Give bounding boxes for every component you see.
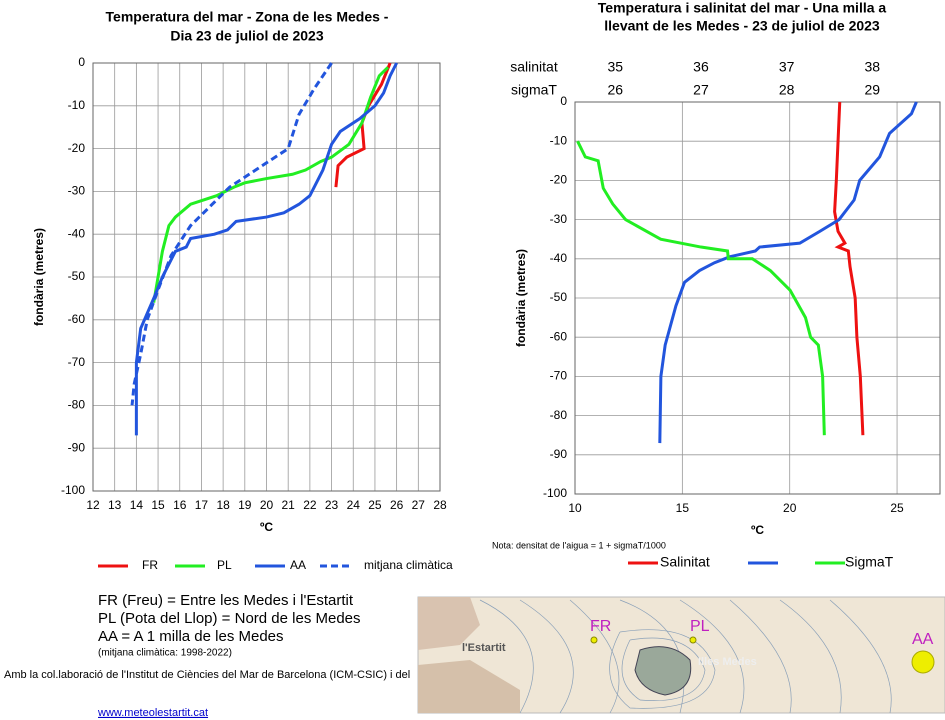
series-line [134, 62, 398, 436]
legend-label: Salinitat [660, 554, 710, 570]
y-tick-label: 0 [78, 55, 85, 69]
y-tick-label: -20 [68, 141, 86, 155]
y-tick-label: -70 [68, 355, 86, 369]
chart-title: Temperatura i salinitat del mar - Una mi… [598, 0, 887, 16]
x-tick-label: 14 [130, 498, 144, 512]
map-label: PL [690, 618, 710, 635]
y-tick-label: 0 [560, 94, 567, 108]
marker [689, 636, 697, 644]
series-line [152, 66, 390, 303]
series-line [658, 101, 918, 444]
note: AA = A 1 milla de les Medes [98, 628, 284, 645]
map-label: AA [912, 631, 934, 648]
y-tick-label: -50 [550, 290, 568, 304]
x-tick-label: 17 [195, 498, 209, 512]
map-label: FR [590, 618, 611, 635]
x-tick-label: 23 [325, 498, 339, 512]
x-tick-label: 22 [303, 498, 317, 512]
y-tick-label: -100 [543, 486, 567, 500]
series-line [130, 62, 333, 406]
y-tick-label: -40 [68, 226, 86, 240]
legend-label: FR [142, 558, 158, 572]
map-label: l'Estartit [462, 642, 506, 654]
top-tick-label: 26 [607, 82, 623, 98]
y-tick-label: -20 [550, 173, 568, 187]
x-tick-label: 20 [783, 501, 797, 515]
x-tick-label: 18 [216, 498, 230, 512]
plot-frame [92, 62, 441, 492]
y-tick-label: -70 [550, 369, 568, 383]
y-tick-label: -10 [68, 98, 86, 112]
y-tick-label: -80 [550, 408, 568, 422]
series-line [334, 62, 392, 188]
y-tick-label: -50 [68, 269, 86, 283]
x-tick-label: 16 [173, 498, 187, 512]
y-tick-label: -90 [68, 440, 86, 454]
series-line [833, 101, 865, 436]
x-tick-label: 10 [568, 501, 582, 515]
legend-label: SigmaT [845, 554, 894, 570]
contours [479, 599, 892, 714]
chart-title: Dia 23 de juliol de 2023 [170, 28, 324, 44]
top-tick-label: 37 [779, 59, 795, 75]
x-tick-label: 20 [260, 498, 274, 512]
top-tick-label: 29 [865, 82, 881, 98]
x-tick-label: 26 [390, 498, 404, 512]
y-tick-label: -90 [550, 447, 568, 461]
coast [418, 660, 520, 713]
chart-title: llevant de les Medes - 23 de juliol de 2… [604, 18, 880, 34]
x-tick-label: 25 [890, 501, 904, 515]
x-tick-label: 25 [368, 498, 382, 512]
map-label: Illes Medes [698, 656, 757, 668]
link-text[interactable]: www.meteolestartit.cat [97, 707, 208, 719]
note: Nota: densitat de l'aigua = 1 + sigmaT/1… [492, 540, 666, 550]
coast [418, 597, 480, 650]
x-tick-label: 15 [676, 501, 690, 515]
credit: Amb la col.laboració de l'Institut de Ci… [4, 669, 410, 681]
top-tick-label: 27 [693, 82, 709, 98]
island [634, 646, 692, 696]
marker [911, 650, 935, 674]
map: FR PL AA l'Estartit Illes Medes [417, 596, 945, 714]
chart-title: Temperatura del mar - Zona de les Medes … [106, 9, 389, 25]
top-tick-label: 35 [607, 59, 623, 75]
x-tick-label: 15 [151, 498, 165, 512]
top-tick-label: 36 [693, 59, 709, 75]
y-axis-label: fondària (metres) [32, 228, 46, 326]
series-line [576, 140, 826, 436]
y-tick-label: -100 [61, 483, 85, 497]
x-axis-label: ºC [260, 520, 273, 534]
y-tick-label: -10 [550, 133, 568, 147]
y-tick-label: -40 [550, 251, 568, 265]
x-tick-label: 24 [347, 498, 361, 512]
x-axis-label: ºC [751, 523, 764, 537]
plot-frame [574, 101, 941, 495]
legend-label: PL [217, 558, 232, 572]
y-tick-label: -60 [68, 312, 86, 326]
x-tick-label: 13 [108, 498, 122, 512]
y-tick-label: -80 [68, 398, 86, 412]
note: PL (Pota del Llop) = Nord de les Medes [98, 610, 361, 627]
marker [590, 636, 598, 644]
x-tick-label: 27 [412, 498, 426, 512]
y-tick-label: -30 [550, 212, 568, 226]
top-tick-label: 28 [779, 82, 795, 98]
y-tick-label: -60 [550, 329, 568, 343]
x-tick-label: 12 [86, 498, 100, 512]
top-tick-label: 38 [865, 59, 881, 75]
note: (mitjana climàtica: 1998-2022) [98, 648, 232, 659]
y-axis-label: fondària (metres) [514, 249, 528, 347]
axis-label: sigmaT [511, 82, 557, 98]
link[interactable]: www.meteolestartit.cat [97, 707, 208, 719]
x-tick-label: 21 [282, 498, 296, 512]
note: FR (Freu) = Entre les Medes i l'Estartit [98, 592, 354, 609]
axis-label: salinitat [510, 59, 558, 75]
legend-label: mitjana climàtica [364, 558, 453, 572]
legend-label: AA [290, 558, 306, 572]
y-tick-label: -30 [68, 184, 86, 198]
x-tick-label: 28 [433, 498, 447, 512]
x-tick-label: 19 [238, 498, 252, 512]
